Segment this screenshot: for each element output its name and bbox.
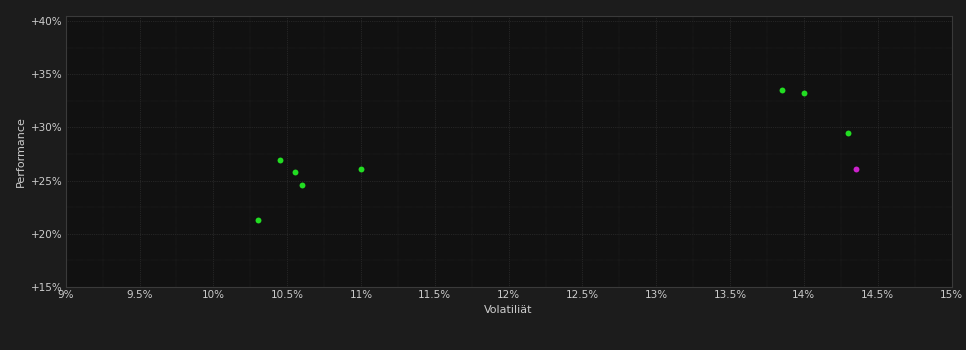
Point [287,169,302,175]
Point [354,166,369,172]
Point [250,217,266,223]
Point [840,130,856,135]
Point [796,91,811,96]
Point [774,88,789,93]
Y-axis label: Performance: Performance [15,116,26,187]
Point [272,158,288,163]
Point [848,166,864,172]
Point [295,182,310,188]
X-axis label: Volatiliät: Volatiliät [484,305,533,315]
